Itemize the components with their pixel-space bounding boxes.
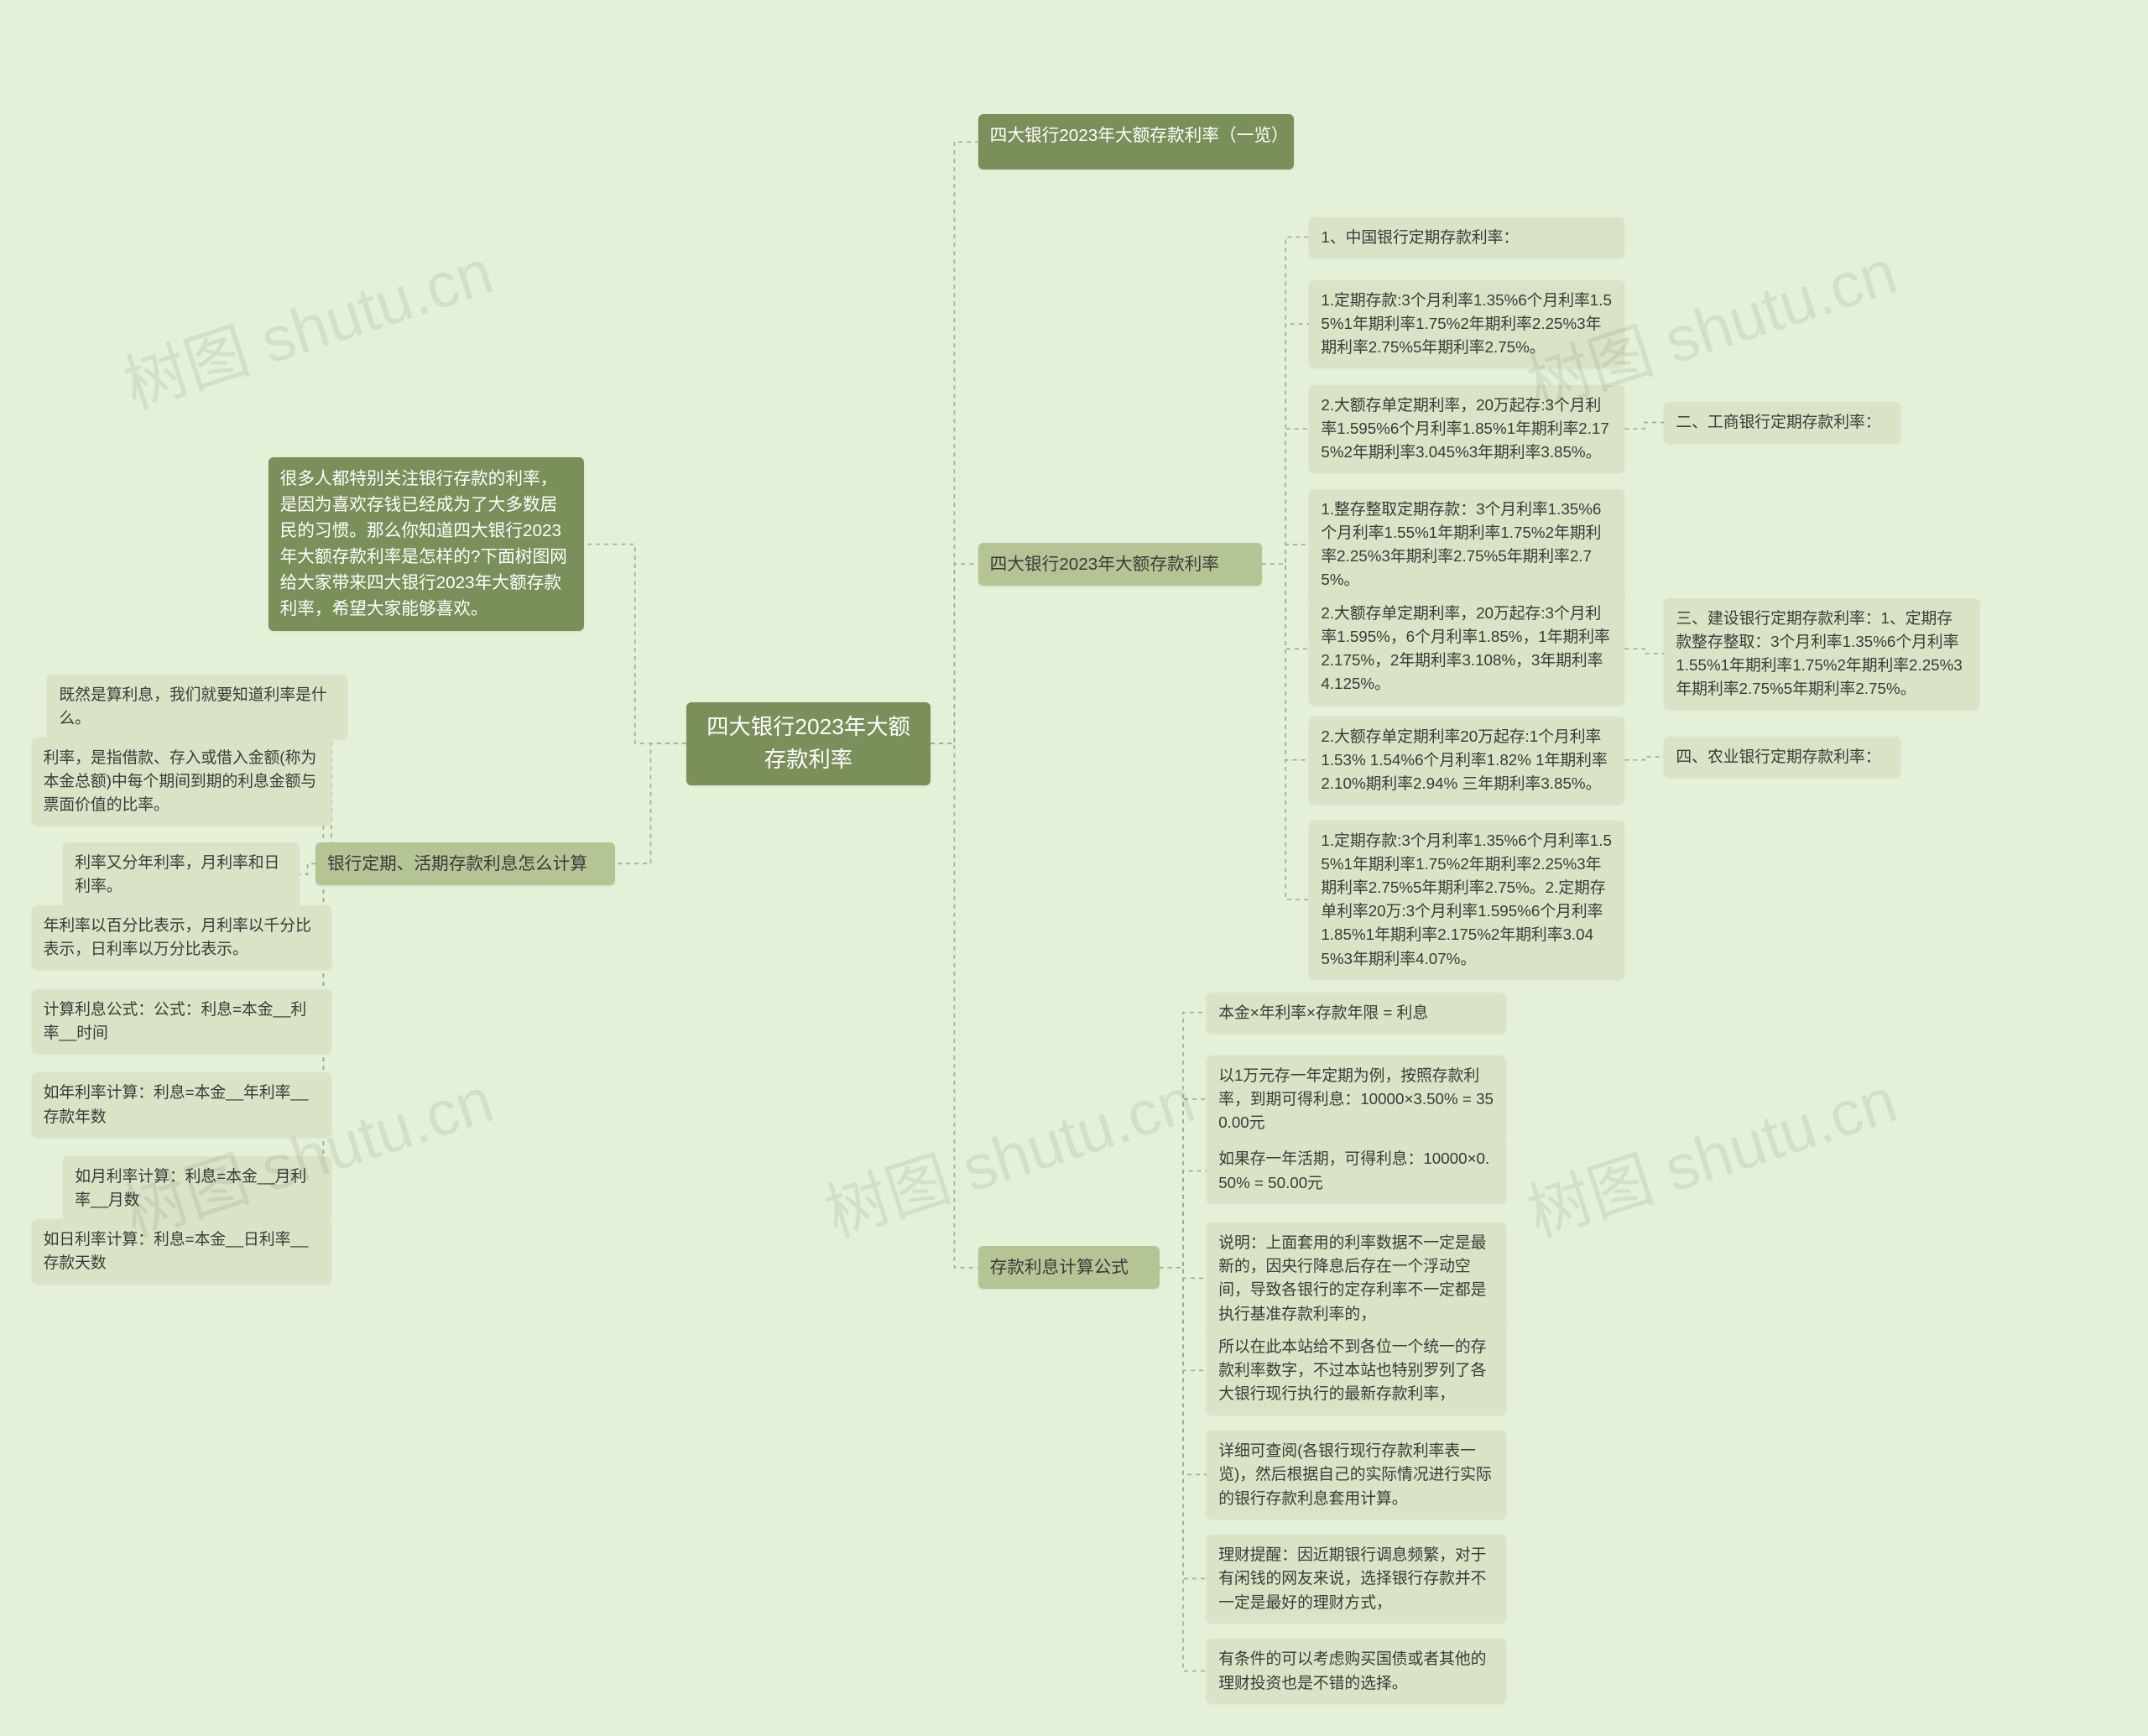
node-rates: 四大银行2023年大额存款利率 (978, 543, 1262, 586)
edge-root-intro (584, 545, 686, 743)
node-f8: 有条件的可以考虑购买国债或者其他的理财投资也是不错的选择。 (1207, 1639, 1506, 1702)
edge-root-formula (931, 743, 978, 1268)
edge-formula-f2 (1160, 1099, 1207, 1268)
node-f5: 所以在此本站给不到各位一个统一的存款利率数字，不过本站也特别罗列了各大银行现行执… (1207, 1327, 1506, 1415)
edge-formula-f1 (1160, 1013, 1207, 1268)
node-overview: 四大银行2023年大额存款利率（一览） (978, 114, 1294, 169)
node-c3: 利率又分年利率，月利率和日利率。 (63, 842, 300, 906)
node-f2: 以1万元存一年定期为例，按照存款利率，到期可得利息：10000×3.50% = … (1207, 1056, 1506, 1144)
watermark: 树图 shutu.cn (1515, 1049, 1906, 1254)
node-r4: 1.整存整取定期存款：3个月利率1.35%6个月利率1.55%1年期利率1.75… (1309, 489, 1624, 601)
node-r6: 2.大额存单定期利率20万起存:1个月利率1.53% 1.54%6个月利率1.8… (1309, 717, 1624, 805)
edge-rates-r3 (1262, 429, 1309, 564)
node-root: 四大银行2023年大额存款利率 (686, 702, 931, 785)
node-r5b: 三、建设银行定期存款利率：1、定期存款整存整取：3个月利率1.35%6个月利率1… (1664, 598, 1979, 710)
edge-formula-f7 (1160, 1268, 1207, 1579)
watermark: 树图 shutu.cn (812, 1049, 1204, 1254)
edge-formula-f6 (1160, 1268, 1207, 1475)
node-f7: 理财提醒：因近期银行调息频繁，对于有闲钱的网友来说，选择银行存款并不一定是最好的… (1207, 1535, 1506, 1623)
edge-calc-c3 (300, 863, 315, 874)
edge-formula-f5 (1160, 1268, 1207, 1371)
watermark: 树图 shutu.cn (111, 221, 503, 425)
edge-r5-r5b (1624, 649, 1664, 654)
node-f4: 说明：上面套用的利率数据不一定是最新的，因央行降息后存在一个浮动空间，导致各银行… (1207, 1222, 1506, 1334)
edge-calc-c6 (315, 863, 331, 1104)
node-c1: 既然是算利息，我们就要知道利率是什么。 (47, 675, 347, 738)
edge-rates-r2 (1262, 324, 1309, 564)
edge-root-overview (931, 142, 978, 743)
node-c8: 如日利率计算：利息=本金__日利率__存款天数 (32, 1219, 331, 1283)
node-r5: 2.大额存单定期利率，20万起存:3个月利率1.595%，6个月利率1.85%，… (1309, 593, 1624, 705)
edge-formula-f8 (1160, 1268, 1207, 1671)
edge-rates-r1 (1262, 237, 1309, 565)
edge-rates-r6 (1262, 564, 1309, 760)
edge-formula-f4 (1160, 1268, 1207, 1279)
node-f1: 本金×年利率×存款年限 = 利息 (1207, 993, 1506, 1033)
edge-r6-r6b (1624, 757, 1664, 760)
edge-rates-r4 (1262, 545, 1309, 564)
edge-r3-r3b (1624, 422, 1664, 429)
node-f3: 如果存一年活期，可得利息：10000×0.50% = 50.00元 (1207, 1139, 1506, 1202)
node-r1: 1、中国银行定期存款利率： (1309, 217, 1624, 258)
node-r7: 1.定期存款:3个月利率1.35%6个月利率1.55%1年期利率1.75%2年期… (1309, 821, 1624, 979)
edge-formula-f3 (1160, 1171, 1207, 1268)
node-r3b: 二、工商银行定期存款利率： (1664, 402, 1900, 442)
node-c2: 利率，是指借款、存入或借入金额(称为本金总额)中每个期间到期的利息金额与票面价值… (32, 738, 331, 826)
node-c4: 年利率以百分比表示，月利率以千分比表示，日利率以万分比表示。 (32, 905, 331, 969)
node-c5: 计算利息公式：公式：利息=本金__利率__时间 (32, 989, 331, 1053)
node-c7: 如月利率计算：利息=本金__月利率__月数 (63, 1156, 331, 1220)
edge-root-rates (931, 564, 978, 743)
node-intro: 很多人都特别关注银行存款的利率，是因为喜欢存钱已经成为了大多数居民的习惯。那么你… (268, 457, 584, 631)
node-f6: 详细可查阅(各银行现行存款利率表一览)，然后根据自己的实际情况进行实际的银行存款… (1207, 1431, 1506, 1519)
edge-rates-r7 (1262, 564, 1309, 899)
edge-rates-r5 (1262, 564, 1309, 649)
mindmap-canvas: 树图 shutu.cn树图 shutu.cn树图 shutu.cn树图 shut… (0, 0, 2148, 1736)
node-r6b: 四、农业银行定期存款利率： (1664, 737, 1900, 777)
node-c6: 如年利率计算：利息=本金__年利率__存款年数 (32, 1072, 331, 1136)
node-formula: 存款利息计算公式 (978, 1246, 1160, 1289)
node-calc: 银行定期、活期存款利息怎么计算 (315, 842, 615, 885)
node-r3: 2.大额存单定期利率，20万起存:3个月利率1.595%6个月利率1.85%1年… (1309, 385, 1624, 473)
edge-root-calc (615, 743, 686, 863)
node-r2: 1.定期存款:3个月利率1.35%6个月利率1.55%1年期利率1.75%2年期… (1309, 280, 1624, 368)
